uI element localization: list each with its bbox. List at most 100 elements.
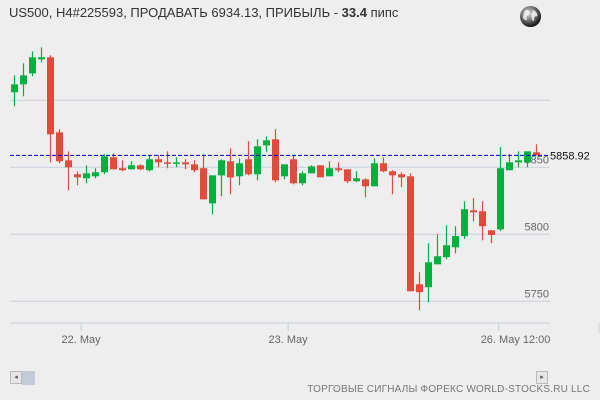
candle-up xyxy=(452,226,459,254)
candle-body xyxy=(272,139,279,181)
candle-body xyxy=(164,162,171,164)
candle-up xyxy=(29,51,36,77)
candle-body xyxy=(344,169,351,182)
candle-body xyxy=(506,162,513,171)
candle-body xyxy=(479,211,486,227)
candle-down xyxy=(47,55,54,163)
candle-up xyxy=(425,243,432,303)
candle-body xyxy=(200,168,207,200)
y-tick-label: 5800 xyxy=(525,221,549,233)
candle-body xyxy=(182,162,189,165)
candle-body xyxy=(155,159,162,163)
candle-up xyxy=(371,158,378,187)
title-text: US500, H4#225593, ПРОДАВАТЬ 6934.13, ПРИ… xyxy=(9,5,342,20)
candle-up xyxy=(236,158,243,186)
candle-body xyxy=(308,166,315,174)
profit-unit: пипс xyxy=(366,5,399,20)
globe-icon[interactable] xyxy=(519,5,542,28)
candle-body xyxy=(362,179,369,187)
candle-body xyxy=(38,57,45,60)
candle-body xyxy=(299,173,306,184)
y-tick-label: 5750 xyxy=(525,288,549,300)
candle-body xyxy=(236,163,243,177)
candle-up xyxy=(515,151,522,168)
candle-down xyxy=(398,172,405,188)
scrollbar-thumb[interactable] xyxy=(22,371,35,385)
scroll-left-button[interactable]: ◂ xyxy=(10,371,22,384)
candle-body xyxy=(47,57,54,135)
candle-up xyxy=(497,147,504,232)
candle-body xyxy=(65,160,72,168)
candle-up xyxy=(254,139,261,181)
candle-up xyxy=(308,165,315,174)
candle-down xyxy=(380,157,387,173)
candle-body xyxy=(317,165,324,178)
candle-down xyxy=(155,155,162,168)
candle-up xyxy=(218,159,225,197)
chart-title: US500, H4#225593, ПРОДАВАТЬ 6934.13, ПРИ… xyxy=(9,5,398,20)
candle-body xyxy=(326,168,333,177)
candle-body xyxy=(461,209,468,237)
candle-body xyxy=(110,157,117,170)
candle-body xyxy=(380,163,387,172)
candle-body xyxy=(263,140,270,146)
footer-credit: ТОРГОВЫЕ СИГНАЛЫ ФОРЕКС WORLD-STOCKS.RU … xyxy=(307,384,590,395)
candle-body xyxy=(425,262,432,288)
candle-down xyxy=(344,169,351,184)
candle-body xyxy=(407,176,414,292)
candle-body xyxy=(83,173,90,179)
candle-up xyxy=(263,136,270,153)
candle-down xyxy=(416,272,423,311)
candle-body xyxy=(497,168,504,230)
candle-body xyxy=(128,165,135,170)
candle-down xyxy=(407,173,414,292)
candle-body xyxy=(335,168,342,171)
candle-up xyxy=(83,165,90,184)
candle-down xyxy=(227,148,234,195)
candle-down xyxy=(533,144,540,156)
candle-up xyxy=(524,151,531,168)
candle-down xyxy=(389,170,396,195)
candle-down xyxy=(56,129,63,164)
candle-down xyxy=(74,171,81,186)
candle-up xyxy=(209,175,216,215)
candle-body xyxy=(245,159,252,175)
candle-down xyxy=(362,178,369,198)
x-tick-label: 22. May xyxy=(62,334,102,346)
candle-body xyxy=(146,159,153,171)
scroll-right-button[interactable]: ▸ xyxy=(536,371,548,384)
candle-down xyxy=(200,154,207,200)
candle-body xyxy=(416,284,423,293)
candle-up xyxy=(146,155,153,172)
candle-body xyxy=(92,172,99,177)
candle-down xyxy=(137,164,144,171)
arrow-left-icon: ◂ xyxy=(14,374,18,381)
current-price-label: 5858.92 xyxy=(550,150,590,162)
candle-body xyxy=(452,236,459,248)
candle-up xyxy=(38,47,45,63)
candle-up xyxy=(299,171,306,186)
candle-up xyxy=(92,168,99,179)
arrow-right-icon: ▸ xyxy=(540,374,544,381)
candle-body xyxy=(515,160,522,163)
candle-up xyxy=(128,161,135,170)
candle-body xyxy=(290,159,297,184)
candle-body xyxy=(353,178,360,182)
candle-up xyxy=(443,225,450,260)
candle-body xyxy=(281,164,288,177)
candle-body xyxy=(533,152,540,156)
candle-down xyxy=(245,141,252,176)
candle-down xyxy=(119,160,126,172)
candle-down xyxy=(65,151,72,191)
candle-up xyxy=(353,171,360,183)
candle-body xyxy=(488,230,495,235)
candle-body xyxy=(11,84,18,93)
candle-up xyxy=(506,154,513,171)
candle-down xyxy=(290,155,297,185)
candle-body xyxy=(227,161,234,178)
candle-body xyxy=(443,245,450,258)
candle-body xyxy=(191,164,198,171)
candle-body xyxy=(209,175,216,204)
candle-down xyxy=(335,162,342,173)
